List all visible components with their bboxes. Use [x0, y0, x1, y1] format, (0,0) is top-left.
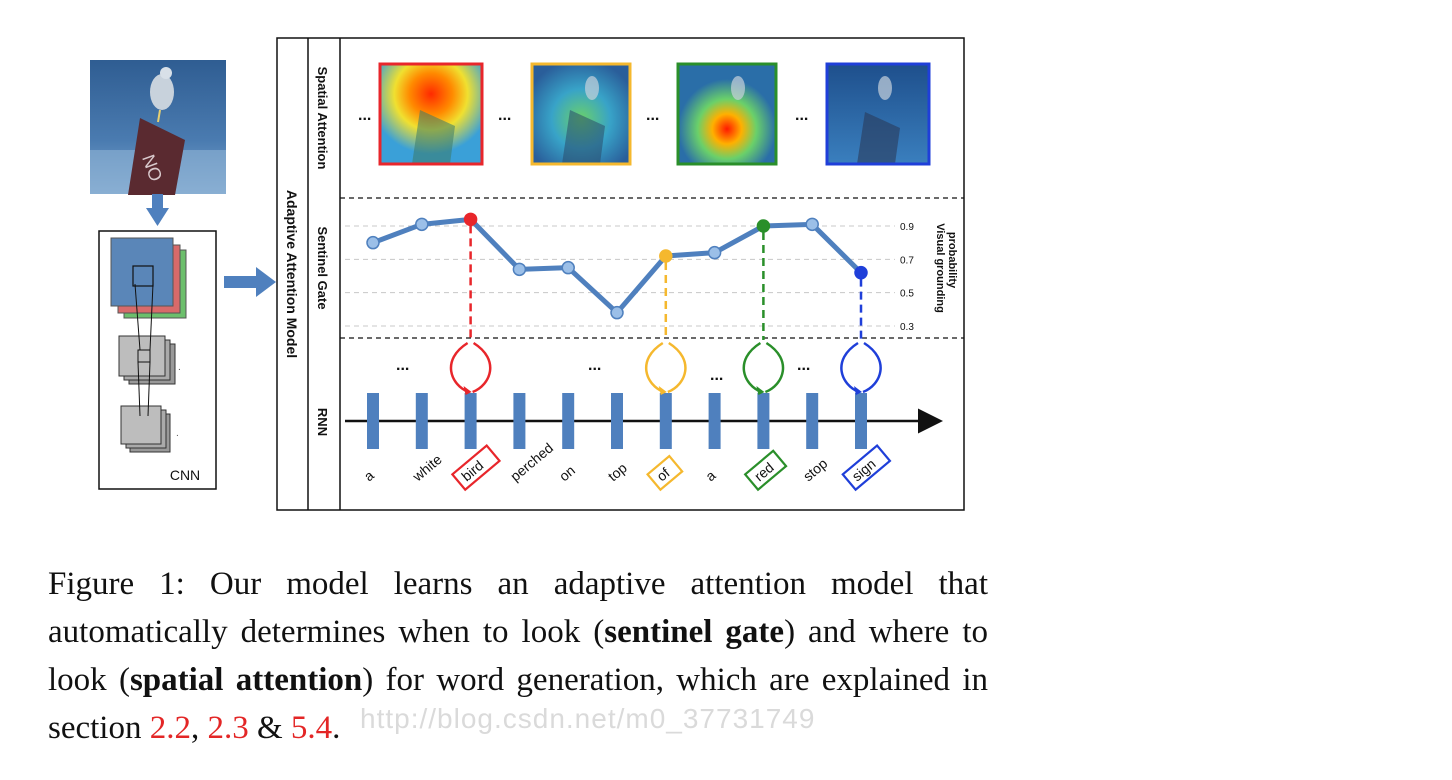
- tick-label: 0.5: [900, 289, 914, 300]
- ellipsis: ...: [646, 107, 659, 124]
- ellipsis: ...: [588, 357, 601, 374]
- figure-caption: Figure 1: Our model learns an adaptive a…: [48, 560, 988, 752]
- word-highlight-box: [841, 444, 892, 492]
- gate-point: [463, 212, 478, 227]
- tick-label: 0.7: [900, 255, 914, 266]
- ellipsis: ...: [795, 107, 808, 124]
- sentinel-gate-chart: 0.9 0.7 0.5 0.3 Visual grounding probabilit…: [345, 212, 958, 340]
- arrow-cnn-to-panel: [224, 267, 276, 297]
- rnn-cell: [806, 393, 819, 449]
- gate-point: [561, 260, 575, 275]
- caption-text: .: [332, 710, 341, 746]
- loop-arrowhead: [756, 386, 765, 395]
- gate-point: [415, 217, 429, 232]
- attention-loop: [644, 341, 687, 394]
- input-photo: NO: [90, 60, 226, 195]
- gate-point: [659, 249, 673, 263]
- rnn-cell: [513, 393, 526, 449]
- caption-text: &: [248, 710, 291, 746]
- attention-loop: [742, 341, 785, 394]
- section-ref-link[interactable]: 5.4: [290, 710, 333, 746]
- ellipsis: ...: [797, 357, 810, 374]
- rnn-cell: [367, 393, 379, 449]
- caption-bold: sentinel gate: [604, 614, 785, 650]
- loop-arrowhead: [658, 386, 667, 395]
- ellipsis: ...: [498, 107, 511, 124]
- loop-arrowhead: [463, 386, 472, 395]
- gate-point: [366, 235, 380, 250]
- caption-text: ,: [190, 710, 208, 746]
- attention-frame-bird: [378, 62, 484, 166]
- gate-point: [707, 245, 722, 260]
- rnn-cell: [464, 393, 477, 449]
- right-axis-label: probability: [946, 232, 958, 289]
- rnn-cell: [708, 393, 721, 449]
- gate-point: [512, 262, 527, 277]
- svg-text:.: .: [178, 362, 181, 373]
- row-label-sentinel: Sentinel Gate: [315, 226, 330, 309]
- tick-label: 0.9: [900, 222, 914, 233]
- word-highlight-box: [743, 449, 788, 492]
- rnn-cell: [415, 393, 428, 449]
- rnn-cell: [611, 393, 623, 449]
- section-ref-link[interactable]: 2.2: [149, 710, 191, 746]
- attention-frame-of: [530, 62, 632, 166]
- attention-loop: [840, 341, 882, 394]
- word-highlight-box: [450, 444, 502, 492]
- gate-point: [756, 219, 771, 233]
- gate-point: [610, 305, 624, 320]
- cnn-label: CNN: [170, 467, 200, 483]
- caption-text: ) and where to look (: [48, 614, 989, 698]
- panel-title: Adaptive Attention Model: [284, 190, 300, 358]
- section-ref-link[interactable]: 2.3: [207, 710, 249, 746]
- rnn-cell: [562, 393, 575, 449]
- word-highlight-box: [646, 454, 684, 492]
- caption-bold: spatial attention: [129, 662, 363, 698]
- gate-point: [854, 265, 868, 280]
- gate-point: [805, 217, 819, 232]
- svg-text:.: .: [176, 428, 179, 439]
- attention-frame-red: [676, 62, 778, 166]
- row-label-rnn: RNN: [315, 408, 330, 436]
- caption-text: ) for word generation, which are explain…: [48, 662, 988, 746]
- ellipsis: ...: [396, 357, 409, 374]
- attention-frame-sign: [825, 62, 931, 166]
- ellipsis: ...: [358, 107, 371, 124]
- row-label-spatial: Spatial Attention: [315, 67, 330, 170]
- rnn-cell: [659, 393, 672, 449]
- caption-text: Figure 1: Our model learns an adaptive a…: [48, 566, 988, 650]
- attention-loop: [449, 341, 492, 394]
- loop-arrowhead: [854, 386, 862, 395]
- tick-label: 0.3: [900, 322, 914, 333]
- rnn-cell: [855, 393, 867, 449]
- ellipsis: ...: [710, 367, 723, 384]
- spatial-attention-row: ... ... ... ...: [358, 62, 931, 166]
- arrow-photo-to-cnn: [146, 194, 169, 226]
- cnn-box: . . CNN: [98, 230, 217, 490]
- rnn-cell: [757, 393, 770, 449]
- right-axis-label: Visual grounding: [934, 223, 946, 313]
